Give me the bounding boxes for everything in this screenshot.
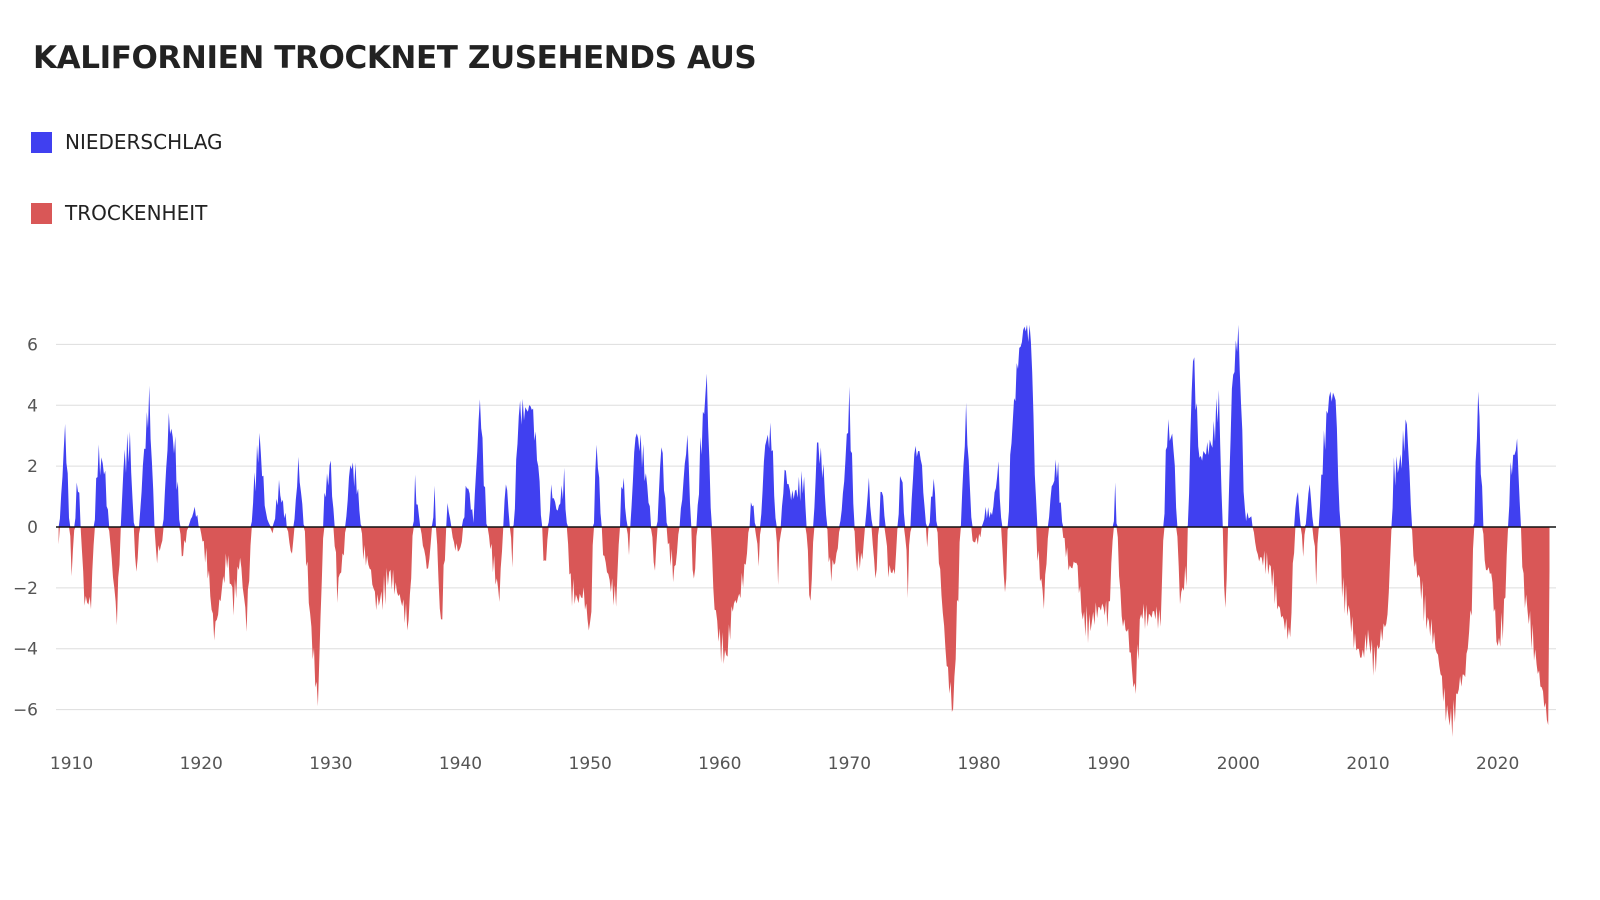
x-tick-label: 1910 [50, 754, 93, 774]
y-axis: 6 4 2 0 −2 −4 −6 [13, 335, 38, 720]
x-tick-label: 2010 [1346, 754, 1389, 774]
x-tick-label: 1980 [957, 754, 1000, 774]
x-axis: 1910 1920 1930 1940 1950 1960 1970 1980 1990 2000… [50, 754, 1519, 774]
x-tick-label: 1970 [828, 754, 871, 774]
y-tick-label: −2 [13, 579, 38, 599]
y-tick-label: 2 [27, 457, 38, 477]
legend-label-niederschlag: NIEDERSCHLAG [65, 130, 223, 154]
x-tick-label: 2020 [1476, 754, 1519, 774]
y-tick-label: 0 [27, 518, 38, 538]
x-tick-label: 1930 [309, 754, 352, 774]
y-tick-label: 6 [27, 335, 38, 355]
x-tick-label: 1940 [439, 754, 482, 774]
legend-item-niederschlag: NIEDERSCHLAG [31, 130, 223, 154]
x-tick-label: 1950 [569, 754, 612, 774]
x-tick-label: 1990 [1087, 754, 1130, 774]
chart-title: KALIFORNIEN TROCKNET ZUSEHENDS AUS [33, 40, 757, 76]
legend-item-trockenheit: TROCKENHEIT [31, 201, 207, 225]
gridlines [56, 343, 1556, 711]
series-trockenheit-area [58, 527, 1550, 737]
x-tick-label: 1960 [698, 754, 741, 774]
x-tick-label: 1920 [180, 754, 223, 774]
y-tick-label: 4 [27, 396, 38, 416]
data-areas [58, 324, 1550, 737]
series-niederschlag-area [58, 324, 1550, 527]
legend-swatch-niederschlag [31, 131, 52, 153]
y-tick-label: −6 [13, 701, 38, 721]
legend-swatch-trockenheit [31, 202, 52, 224]
legend-label-trockenheit: TROCKENHEIT [65, 201, 208, 225]
y-tick-label: −4 [13, 640, 38, 660]
x-tick-label: 2000 [1217, 754, 1260, 774]
